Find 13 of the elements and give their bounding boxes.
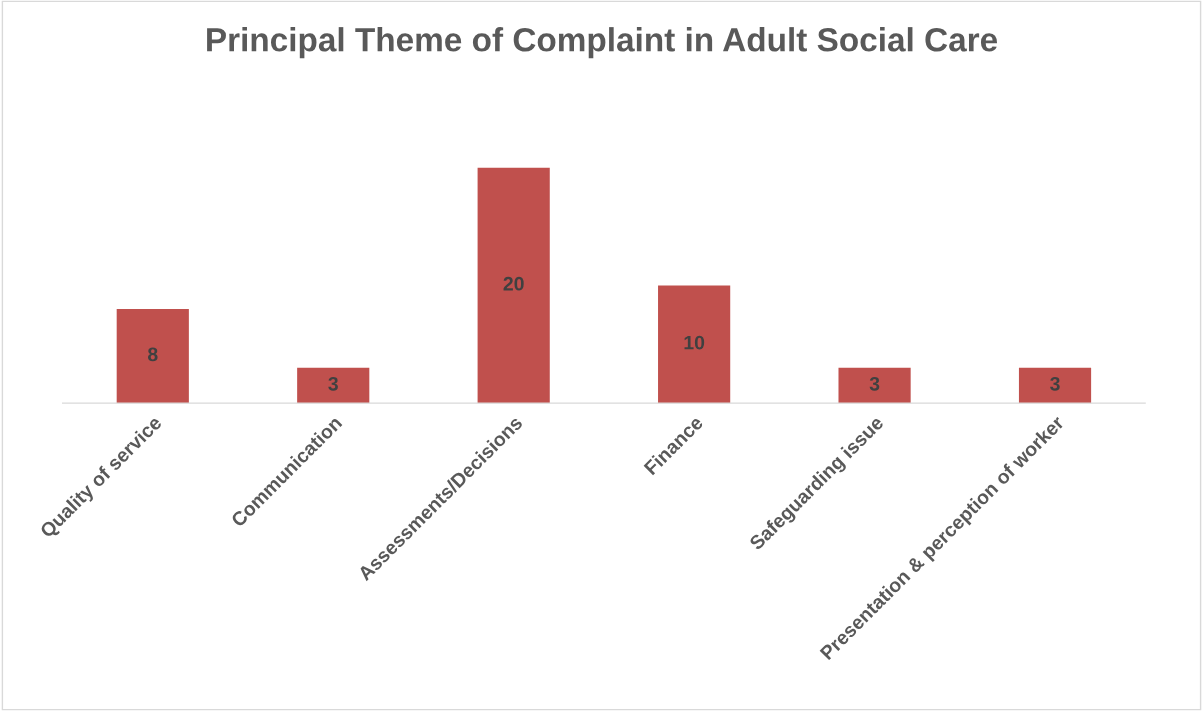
chart-title: Principal Theme of Complaint in Adult Social Care xyxy=(207,27,998,59)
bar xyxy=(297,367,370,404)
bar xyxy=(477,167,550,404)
bar xyxy=(838,367,911,404)
data-label: 3 xyxy=(1050,376,1060,391)
bar xyxy=(1018,367,1092,404)
data-label: 3 xyxy=(328,376,338,391)
data-label: 3 xyxy=(869,376,880,391)
data-label: 20 xyxy=(503,276,524,291)
bar xyxy=(658,285,731,404)
bar xyxy=(116,308,189,404)
data-label: 8 xyxy=(147,347,158,362)
data-label: 10 xyxy=(684,335,705,350)
